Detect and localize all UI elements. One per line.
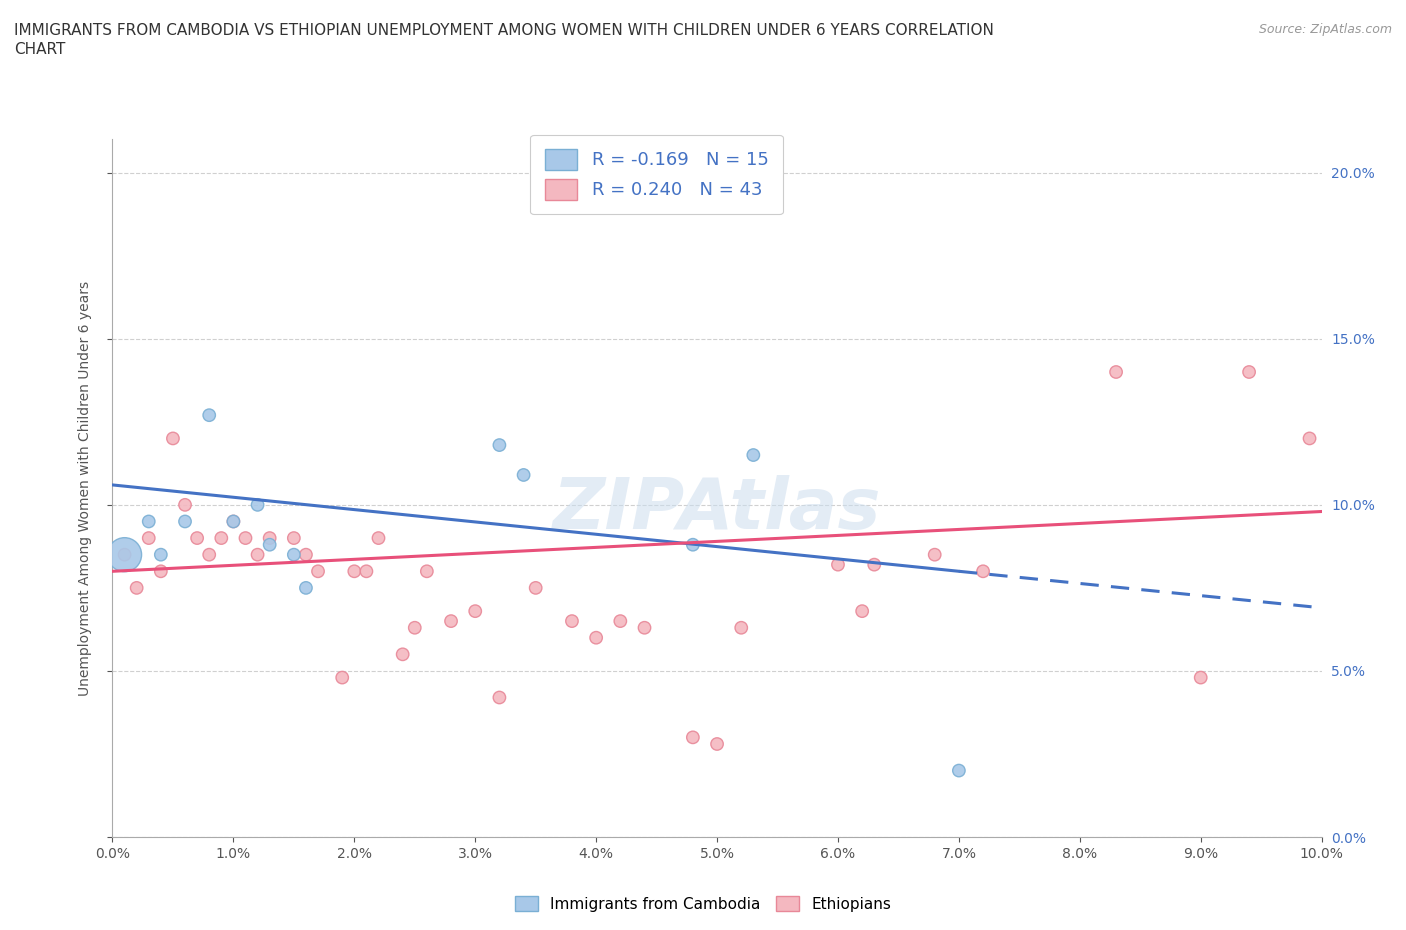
Point — [512, 468, 534, 483]
Point — [585, 631, 607, 645]
Point — [330, 671, 353, 685]
Point — [209, 531, 232, 546]
Point — [464, 604, 486, 618]
Legend: R = -0.169   N = 15, R = 0.240   N = 43: R = -0.169 N = 15, R = 0.240 N = 43 — [530, 135, 783, 214]
Text: IMMIGRANTS FROM CAMBODIA VS ETHIOPIAN UNEMPLOYMENT AMONG WOMEN WITH CHILDREN UND: IMMIGRANTS FROM CAMBODIA VS ETHIOPIAN UN… — [14, 23, 994, 38]
Point — [682, 538, 704, 552]
Point — [295, 580, 318, 595]
Point — [863, 557, 886, 572]
Point — [149, 547, 172, 562]
Point — [259, 538, 281, 552]
Point — [367, 531, 389, 546]
Point — [1298, 431, 1320, 445]
Point — [283, 531, 305, 546]
Point — [198, 407, 221, 422]
Point — [682, 730, 704, 745]
Point — [561, 614, 583, 629]
Point — [114, 547, 136, 562]
Point — [730, 620, 752, 635]
Point — [186, 531, 208, 546]
Point — [633, 620, 655, 635]
Point — [972, 564, 994, 578]
Point — [246, 498, 269, 512]
Point — [1105, 365, 1128, 379]
Point — [742, 447, 765, 462]
Point — [149, 564, 172, 578]
Point — [488, 690, 510, 705]
Point — [416, 564, 439, 578]
Point — [1237, 365, 1260, 379]
Point — [162, 431, 184, 445]
Point — [295, 547, 318, 562]
Point — [924, 547, 946, 562]
Point — [609, 614, 631, 629]
Point — [222, 514, 245, 529]
Point — [174, 514, 197, 529]
Point — [1189, 671, 1212, 685]
Point — [356, 564, 378, 578]
Point — [827, 557, 849, 572]
Point — [524, 580, 547, 595]
Point — [404, 620, 426, 635]
Point — [488, 438, 510, 453]
Point — [246, 547, 269, 562]
Point — [198, 547, 221, 562]
Point — [343, 564, 366, 578]
Point — [138, 531, 160, 546]
Point — [125, 580, 148, 595]
Text: CHART: CHART — [14, 42, 66, 57]
Point — [138, 514, 160, 529]
Text: Source: ZipAtlas.com: Source: ZipAtlas.com — [1258, 23, 1392, 36]
Point — [851, 604, 873, 618]
Point — [283, 547, 305, 562]
Y-axis label: Unemployment Among Women with Children Under 6 years: Unemployment Among Women with Children U… — [77, 281, 91, 696]
Point — [174, 498, 197, 512]
Point — [114, 547, 136, 562]
Point — [235, 531, 257, 546]
Point — [307, 564, 329, 578]
Point — [222, 514, 245, 529]
Point — [948, 764, 970, 778]
Point — [259, 531, 281, 546]
Point — [440, 614, 463, 629]
Point — [706, 737, 728, 751]
Point — [391, 647, 413, 662]
Text: ZIPAtlas: ZIPAtlas — [553, 474, 882, 544]
Legend: Immigrants from Cambodia, Ethiopians: Immigrants from Cambodia, Ethiopians — [509, 889, 897, 918]
